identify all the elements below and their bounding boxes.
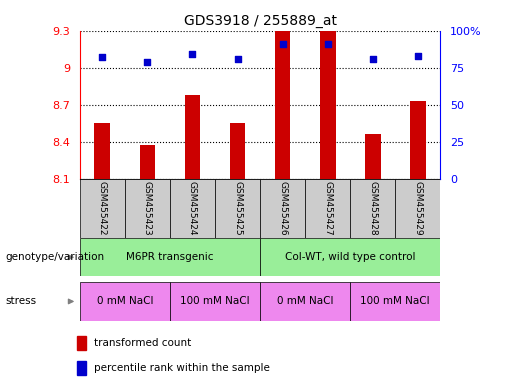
Bar: [80, 179, 125, 238]
Bar: [77, 361, 87, 375]
Text: M6PR transgenic: M6PR transgenic: [126, 252, 214, 262]
Bar: [350, 282, 440, 321]
Bar: [80, 238, 260, 276]
Text: 100 mM NaCl: 100 mM NaCl: [180, 296, 250, 306]
Point: [279, 41, 287, 47]
Text: GSM455429: GSM455429: [414, 181, 422, 236]
Bar: [260, 238, 440, 276]
Point: [143, 59, 151, 65]
Point: [323, 41, 332, 47]
Point: [188, 51, 197, 58]
Bar: [230, 123, 246, 179]
Point: [233, 56, 242, 62]
Bar: [365, 134, 381, 179]
Text: GSM455422: GSM455422: [98, 181, 107, 235]
Text: genotype/variation: genotype/variation: [5, 252, 104, 262]
Bar: [170, 179, 215, 238]
Bar: [320, 31, 336, 179]
Bar: [396, 179, 440, 238]
Bar: [274, 31, 290, 179]
Text: 0 mM NaCl: 0 mM NaCl: [97, 296, 153, 306]
Text: GSM455427: GSM455427: [323, 181, 332, 236]
Text: GSM455424: GSM455424: [188, 181, 197, 235]
Text: 100 mM NaCl: 100 mM NaCl: [360, 296, 430, 306]
Text: Col-WT, wild type control: Col-WT, wild type control: [285, 252, 416, 262]
Bar: [260, 179, 305, 238]
Bar: [140, 145, 156, 179]
Bar: [350, 179, 396, 238]
Point: [369, 56, 377, 62]
Point: [98, 54, 107, 60]
Bar: [94, 123, 110, 179]
Point: [414, 53, 422, 59]
Title: GDS3918 / 255889_at: GDS3918 / 255889_at: [183, 14, 337, 28]
Bar: [125, 179, 170, 238]
Text: GSM455425: GSM455425: [233, 181, 242, 236]
Bar: [170, 282, 260, 321]
Bar: [305, 179, 350, 238]
Text: stress: stress: [5, 296, 36, 306]
Text: transformed count: transformed count: [94, 338, 191, 348]
Text: GSM455423: GSM455423: [143, 181, 152, 236]
Bar: [215, 179, 260, 238]
Bar: [77, 336, 87, 350]
Bar: [410, 101, 426, 179]
Text: 0 mM NaCl: 0 mM NaCl: [277, 296, 333, 306]
Bar: [80, 282, 170, 321]
Bar: [184, 95, 200, 179]
Bar: [260, 282, 350, 321]
Text: GSM455428: GSM455428: [368, 181, 377, 236]
Text: GSM455426: GSM455426: [278, 181, 287, 236]
Text: percentile rank within the sample: percentile rank within the sample: [94, 363, 270, 373]
